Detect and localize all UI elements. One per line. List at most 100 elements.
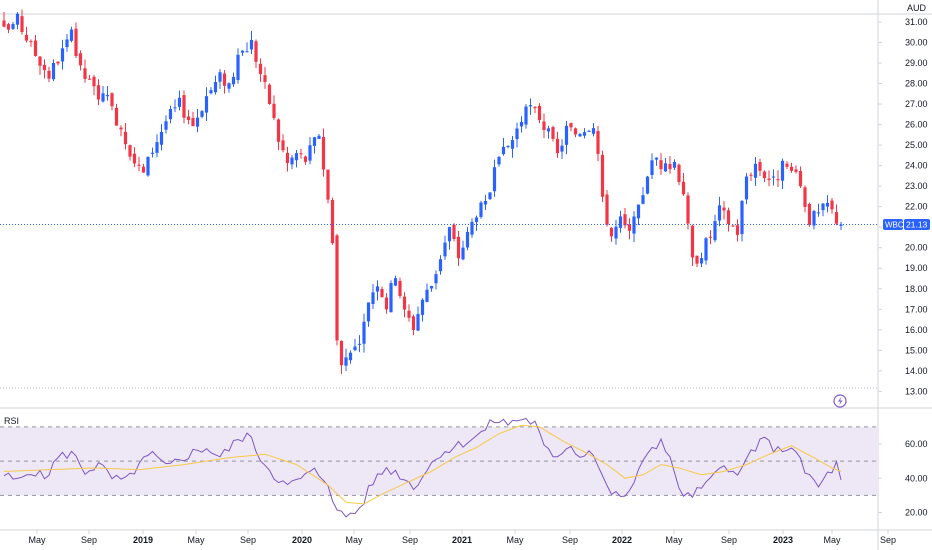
candle-body bbox=[416, 314, 420, 331]
candle-body bbox=[681, 181, 686, 195]
candle-body bbox=[285, 152, 290, 164]
candle-body bbox=[821, 203, 825, 211]
candle-body bbox=[497, 157, 501, 165]
candle-body bbox=[776, 179, 780, 181]
candle-body bbox=[258, 63, 263, 75]
candle-body bbox=[731, 225, 735, 227]
candle-body bbox=[812, 211, 816, 226]
candle-body bbox=[825, 202, 830, 207]
candle-body bbox=[191, 117, 195, 127]
candle-body bbox=[623, 214, 627, 226]
candle-body bbox=[353, 346, 357, 351]
candle-body bbox=[254, 41, 258, 62]
candle-body bbox=[798, 171, 803, 187]
candle-body bbox=[816, 212, 821, 214]
candle-body bbox=[186, 116, 191, 121]
candle-body bbox=[83, 68, 87, 79]
rsi-label: RSI bbox=[4, 416, 19, 426]
candle-body bbox=[551, 127, 555, 139]
price-tick-label: 23.00 bbox=[905, 181, 928, 191]
candle-body bbox=[753, 163, 758, 178]
price-tick-label: 19.00 bbox=[905, 263, 928, 273]
candle-body bbox=[560, 145, 564, 152]
time-tick-label: May bbox=[506, 535, 524, 545]
candle-body bbox=[177, 97, 182, 107]
candle-body bbox=[573, 128, 578, 135]
price-tick-label: 25.00 bbox=[905, 140, 928, 150]
time-tick-label: 2020 bbox=[292, 535, 312, 545]
candle-body bbox=[339, 340, 344, 366]
candle-body bbox=[771, 176, 776, 178]
candle-body bbox=[321, 137, 326, 170]
candle-body bbox=[443, 242, 447, 257]
rsi-tick-label: 60.00 bbox=[905, 439, 928, 449]
candle-body bbox=[141, 166, 146, 173]
candle-body bbox=[24, 34, 29, 41]
time-tick-label: Sep bbox=[562, 535, 578, 545]
symbol-badge-text: WBC bbox=[885, 221, 904, 230]
candle-body bbox=[6, 24, 11, 30]
candle-body bbox=[308, 145, 312, 161]
candle-body bbox=[686, 195, 690, 224]
candle-body bbox=[105, 95, 110, 97]
candle-body bbox=[236, 54, 240, 80]
price-axis[interactable]: 31.00 30.00 29.00 28.00 27.00 26.00 25.00 24.00… bbox=[878, 17, 928, 396]
candle-body bbox=[744, 176, 749, 200]
candle-body bbox=[654, 157, 659, 160]
lightning-icon[interactable] bbox=[833, 394, 847, 408]
candle-body bbox=[375, 286, 380, 292]
candle-body bbox=[335, 235, 339, 341]
candle-body bbox=[569, 123, 573, 128]
candle-body bbox=[722, 207, 726, 211]
symbol-badge bbox=[883, 219, 903, 231]
candle-body bbox=[362, 321, 366, 344]
candle-body bbox=[312, 137, 317, 146]
candle-body bbox=[785, 163, 789, 167]
price-tick-label: 18.00 bbox=[905, 284, 928, 294]
candle-body bbox=[15, 13, 20, 25]
candle-body bbox=[60, 48, 65, 62]
candle-body bbox=[200, 111, 204, 117]
price-tick-label: 30.00 bbox=[905, 38, 928, 48]
candle-body bbox=[114, 107, 119, 126]
candle-body bbox=[564, 125, 569, 145]
rsi-axis[interactable]: 60.00 40.00 20.00 bbox=[878, 439, 928, 518]
candle-body bbox=[546, 128, 551, 132]
candle-body bbox=[380, 289, 384, 298]
candle-body bbox=[524, 106, 528, 125]
candle-body bbox=[578, 134, 582, 137]
candle-body bbox=[632, 216, 636, 234]
price-tick-label: 14.00 bbox=[905, 366, 928, 376]
currency-label: AUD bbox=[907, 3, 927, 13]
candle-body bbox=[168, 109, 173, 120]
candle-body bbox=[434, 274, 438, 284]
last-price-badge: WBC 21.13 bbox=[883, 219, 930, 231]
price-tick-label: 29.00 bbox=[905, 58, 928, 68]
candle-body bbox=[609, 227, 614, 237]
candle-body bbox=[204, 96, 209, 113]
candle-body bbox=[267, 84, 272, 105]
candle-body bbox=[294, 153, 299, 161]
rsi-lines-layer bbox=[3, 417, 842, 518]
candle-body bbox=[758, 162, 762, 171]
candle-body bbox=[182, 95, 186, 118]
candle-body bbox=[69, 29, 74, 41]
candle-body bbox=[555, 138, 560, 154]
candle-body bbox=[195, 117, 200, 127]
time-tick-label: Sep bbox=[240, 535, 256, 545]
candle-body bbox=[672, 162, 677, 168]
price-tick-label: 13.00 bbox=[905, 386, 928, 396]
candle-body bbox=[402, 296, 407, 310]
price-tick-label: 22.00 bbox=[905, 202, 928, 212]
candle-body bbox=[146, 156, 150, 176]
candle-body bbox=[51, 63, 56, 80]
candle-body bbox=[411, 316, 416, 330]
candle-body bbox=[749, 174, 753, 176]
candle-body bbox=[137, 164, 141, 166]
time-axis[interactable]: May Sep 2019 May Sep 2020 May Sep 2021 May Sep 2022… bbox=[28, 530, 896, 545]
candle-body bbox=[767, 178, 771, 180]
candle-body bbox=[830, 200, 834, 210]
candle-body bbox=[483, 200, 488, 205]
candle-body bbox=[317, 135, 321, 140]
